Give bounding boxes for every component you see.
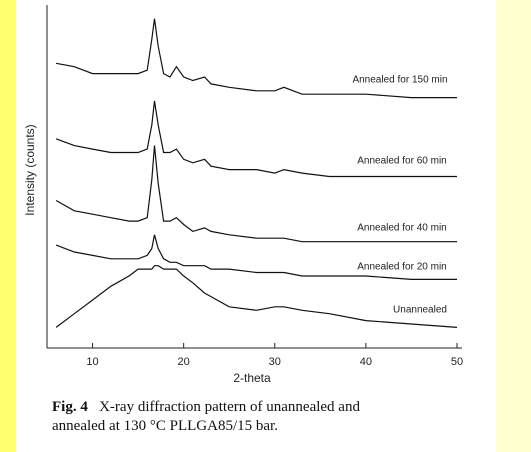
panel [16, 0, 496, 452]
series-line [55, 100, 457, 178]
x-tick-label: 10 [86, 356, 98, 368]
series-label: Annealed for 150 min [352, 75, 447, 86]
series-line [55, 18, 457, 99]
series-label: Annealed for 40 min [357, 223, 447, 234]
series-line [55, 265, 458, 328]
caption: Fig. 4 X-ray diffraction pattern of unan… [52, 398, 360, 436]
figure-label: Fig. 4 [52, 399, 88, 415]
x-tick-label: 20 [178, 356, 190, 368]
series-label: Annealed for 20 min [357, 262, 447, 273]
x-tick-label: 40 [360, 356, 372, 368]
caption-text: annealed at 130 °C PLLGA85/15 bar. [52, 418, 278, 434]
series-line [55, 234, 457, 280]
caption-text: X-ray diffraction pattern of unannealed … [99, 399, 360, 415]
caption-line: Fig. 4 X-ray diffraction pattern of unan… [52, 398, 360, 417]
x-tick-label: 50 [451, 356, 463, 368]
side-strip [0, 0, 16, 452]
x-axis-label: 2-theta [233, 371, 271, 385]
x-tick-label: 30 [269, 356, 281, 368]
y-axis-label: Intensity (counts) [23, 124, 37, 215]
series-line [55, 145, 457, 243]
series-label: Unannealed [393, 305, 447, 316]
series-label: Annealed for 60 min [357, 156, 447, 167]
chart: 2-theta Intensity (counts) 10 20 30 40 50 Ann… [23, 5, 463, 385]
